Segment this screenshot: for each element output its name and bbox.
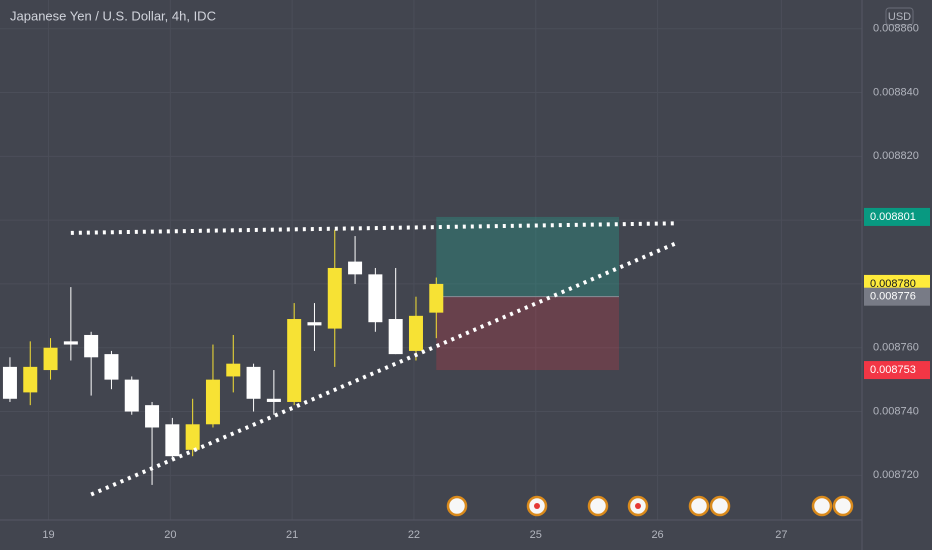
price-label: 0.008776	[870, 291, 916, 303]
trendline	[70, 221, 676, 235]
candle-body	[43, 347, 58, 371]
candle-body	[287, 319, 302, 402]
event-icons	[446, 495, 854, 517]
x-tick-label: 20	[164, 529, 176, 541]
price-label: 0.008753	[870, 364, 916, 376]
event-dot	[534, 503, 540, 509]
x-tick-label: 26	[651, 529, 663, 541]
event-icon[interactable]	[688, 495, 710, 517]
candle-body	[185, 424, 200, 450]
price-label: 0.008801	[870, 211, 916, 223]
candle-body	[63, 341, 78, 345]
price-label-box	[864, 287, 930, 306]
candle-body	[104, 354, 119, 380]
candle-body	[327, 267, 342, 329]
price-label-box	[864, 207, 930, 226]
candle-body	[408, 315, 423, 351]
y-tick-label: 0.008760	[873, 342, 919, 354]
candle-body	[84, 334, 99, 358]
trendline	[90, 240, 679, 497]
currency-label: USD	[888, 11, 911, 23]
y-tick-label: 0.008720	[873, 469, 919, 481]
candle-body	[348, 261, 363, 275]
x-tick-label: 27	[775, 529, 787, 541]
event-icon[interactable]	[811, 495, 833, 517]
event-dot	[635, 503, 641, 509]
event-icon[interactable]	[446, 495, 468, 517]
x-tick-label: 21	[286, 529, 298, 541]
candle-body	[307, 322, 322, 326]
chart-title: Japanese Yen / U.S. Dollar, 4h, IDC	[10, 8, 216, 23]
candle-body	[23, 366, 38, 393]
candle-body	[368, 274, 383, 323]
candle-body	[145, 405, 160, 428]
candle-body	[388, 319, 403, 355]
profit-zone	[436, 216, 619, 297]
price-label-box	[864, 361, 930, 380]
plot	[2, 216, 679, 497]
y-tick-label: 0.008820	[873, 150, 919, 162]
x-tick-label: 25	[530, 529, 542, 541]
candle-body	[2, 366, 17, 399]
price-label: 0.008780	[870, 278, 916, 290]
x-tick-label: 22	[408, 529, 420, 541]
currency-button[interactable]	[885, 7, 914, 26]
candle-body	[246, 366, 261, 399]
candle-body	[165, 424, 180, 457]
candle-body	[266, 398, 281, 402]
y-tick-label: 0.008740	[873, 405, 919, 417]
candle-body	[226, 363, 241, 377]
y-tick-label: 0.008840	[873, 86, 919, 98]
x-tick-label: 19	[42, 529, 54, 541]
event-icon[interactable]	[709, 495, 731, 517]
candle-body	[205, 379, 220, 425]
event-icon[interactable]	[832, 495, 854, 517]
candle-body	[124, 379, 139, 412]
candle-body	[429, 283, 444, 313]
y-tick-label: 0.008860	[873, 23, 919, 35]
event-icon[interactable]	[587, 495, 609, 517]
